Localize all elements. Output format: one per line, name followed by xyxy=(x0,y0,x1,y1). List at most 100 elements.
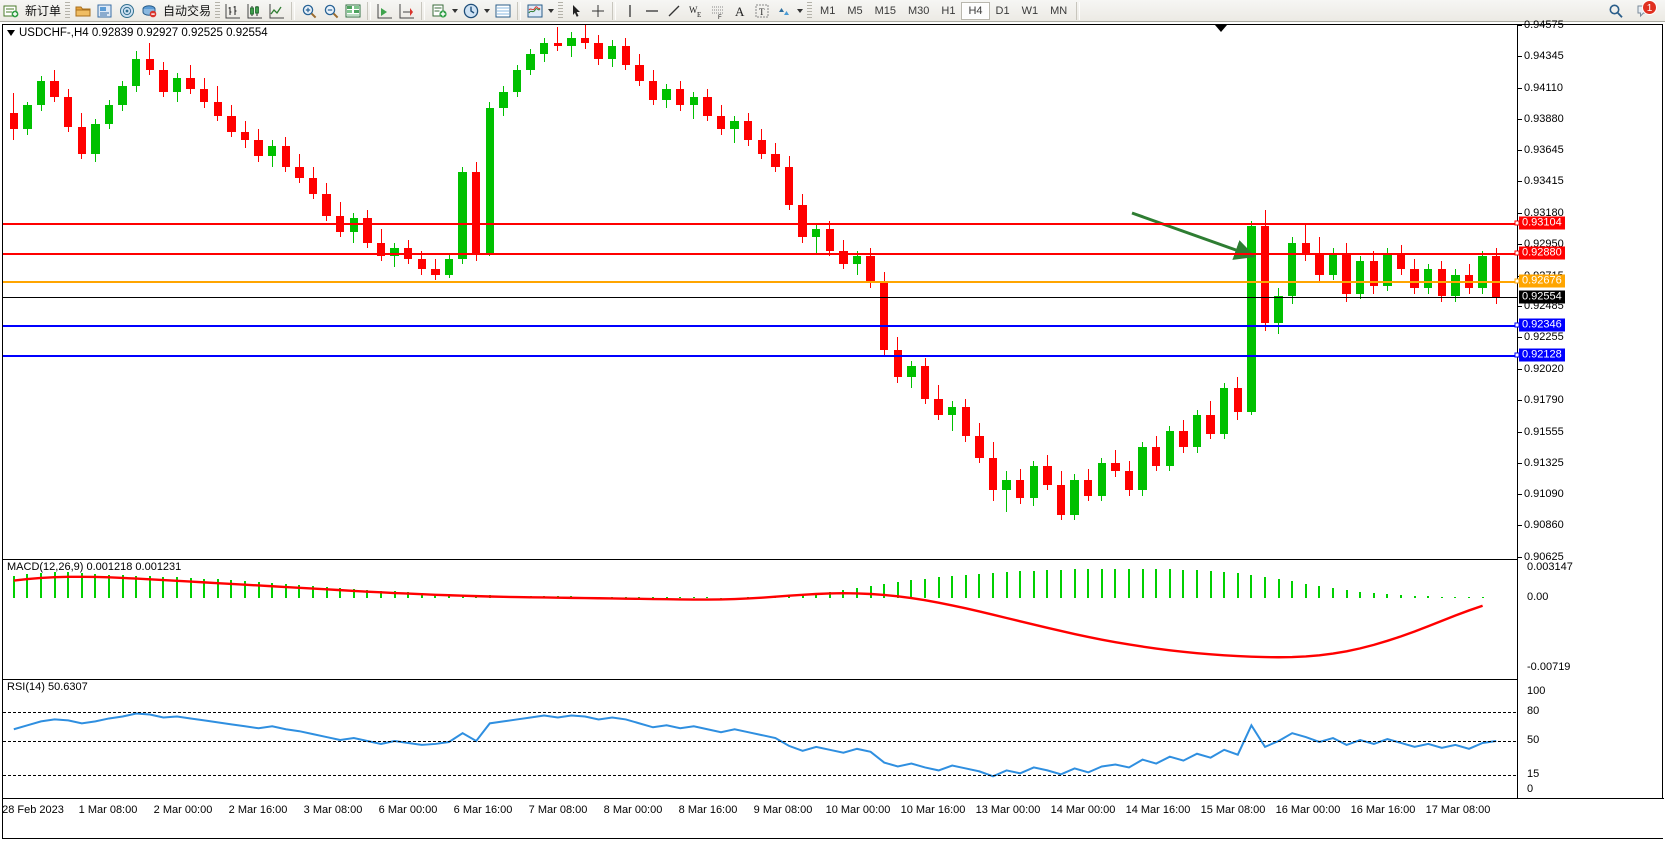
price-tick: 0.93645 xyxy=(1518,144,1564,157)
macd-histogram-bar xyxy=(407,592,410,599)
trendline-button[interactable] xyxy=(663,1,685,21)
chart-symbol-header[interactable]: USDCHF-,H4 0.92839 0.92927 0.92525 0.925… xyxy=(7,27,268,39)
timeframe-mn[interactable]: MN xyxy=(1050,4,1068,17)
macd-axis-tick: 0.003147 xyxy=(1527,561,1573,573)
bar-chart-button[interactable] xyxy=(222,1,244,21)
period-button[interactable] xyxy=(460,1,492,21)
zoom-in-button[interactable] xyxy=(298,1,320,21)
macd-histogram-bar xyxy=(951,576,954,599)
svg-text:E: E xyxy=(697,11,701,19)
macd-axis-tick: -0.00719 xyxy=(1527,661,1571,673)
price-tick: 0.91090 xyxy=(1518,488,1564,501)
time-tick: 3 Mar 08:00 xyxy=(303,804,363,816)
svg-text:A: A xyxy=(735,4,745,19)
add-indicator-button[interactable] xyxy=(428,1,460,21)
resistance-line[interactable] xyxy=(3,253,1521,256)
news-button[interactable] xyxy=(94,1,116,21)
support-line[interactable] xyxy=(3,354,1521,357)
zoom-out-button[interactable] xyxy=(320,1,342,21)
timeframe-h1[interactable]: H1 xyxy=(941,4,956,17)
timeframe-m5[interactable]: M5 xyxy=(847,4,863,17)
fibonacci-button[interactable]: F xyxy=(707,1,729,21)
macd-histogram-bar xyxy=(1332,588,1334,599)
resistance-badge[interactable]: 0.93104 xyxy=(1519,216,1565,230)
text-button[interactable]: A xyxy=(729,1,751,21)
search-button[interactable] xyxy=(1605,1,1627,21)
chart-area[interactable]: USDCHF-,H4 0.92839 0.92927 0.92525 0.925… xyxy=(0,19,1665,841)
cursor-button[interactable] xyxy=(565,1,587,21)
rsi-axis-tick: 50 xyxy=(1527,734,1540,746)
toolbar-group-chart-type xyxy=(222,0,288,22)
timeframe-m30[interactable]: M30 xyxy=(908,4,930,17)
toolbar-drag-handle[interactable] xyxy=(65,1,71,20)
toolbar-drag-handle-3[interactable] xyxy=(558,1,564,20)
candlestick-chart-button[interactable] xyxy=(244,1,266,21)
level-handle[interactable] xyxy=(1514,278,1520,284)
text-label-button[interactable]: T xyxy=(751,1,773,21)
timeframe-d1[interactable]: D1 xyxy=(995,4,1010,17)
macd-histogram-bar xyxy=(284,583,287,599)
crosshair-button[interactable] xyxy=(587,1,609,21)
level-handle[interactable] xyxy=(1514,322,1520,328)
timeframe-m1[interactable]: M1 xyxy=(820,4,836,17)
scroll-end-button[interactable] xyxy=(374,1,396,21)
price-axis[interactable]: 0.94575 0.94345 0.94110 0.93880 0.93645 0.934… xyxy=(1517,19,1662,799)
shapes-button[interactable] xyxy=(773,1,805,21)
trendline-icon xyxy=(668,5,680,16)
pivot-badge[interactable]: 0.92676 xyxy=(1519,274,1565,288)
new-order-button[interactable]: 新订单 xyxy=(0,1,63,21)
level-handle[interactable] xyxy=(1514,220,1520,226)
macd-histogram-bar xyxy=(1155,569,1158,599)
vertical-line-button[interactable] xyxy=(619,1,641,21)
time-tick: 7 Mar 08:00 xyxy=(528,804,588,816)
chevron-down-icon[interactable] xyxy=(452,8,459,13)
resistance-badge[interactable]: 0.92880 xyxy=(1519,246,1565,260)
elliott-wave-button[interactable]: W E xyxy=(685,1,707,21)
price-pane[interactable] xyxy=(3,25,1521,557)
support-line[interactable] xyxy=(3,325,1521,328)
horizontal-line-button[interactable] xyxy=(641,1,663,21)
resistance-line[interactable] xyxy=(3,223,1521,226)
cursor-icon xyxy=(573,4,581,17)
level-handle[interactable] xyxy=(1514,352,1520,358)
signals-button[interactable] xyxy=(116,1,138,21)
price-tick: 0.93180 xyxy=(1518,206,1564,219)
timeframe-w1[interactable]: W1 xyxy=(1021,4,1039,17)
fibonacci-icon: F xyxy=(712,6,724,20)
templates-button[interactable] xyxy=(492,1,514,21)
chevron-down-icon-3[interactable] xyxy=(548,8,555,13)
time-axis[interactable]: 28 Feb 2023 1 Mar 08:00 2 Mar 00:00 2 Mar 1… xyxy=(2,798,1664,838)
macd-histogram-bar xyxy=(706,597,709,599)
chart-menu-triangle-icon[interactable] xyxy=(7,30,15,36)
grid-button[interactable] xyxy=(342,1,364,21)
level-handle[interactable] xyxy=(1514,250,1520,256)
macd-histogram-bar xyxy=(230,580,233,599)
support-badge[interactable]: 0.92128 xyxy=(1519,348,1565,362)
chart-shift-button[interactable] xyxy=(396,1,418,21)
timeframe-h4[interactable]: H4 xyxy=(961,1,990,20)
indicator-list-button[interactable] xyxy=(524,1,556,21)
folder-button[interactable] xyxy=(72,1,94,21)
toolbar-drag-handle-2[interactable] xyxy=(215,1,221,20)
chevron-down-icon-4[interactable] xyxy=(797,8,804,13)
macd-histogram-bar xyxy=(189,577,192,599)
toolbar-group-indicators xyxy=(428,0,514,22)
current-price-badge[interactable]: 0.92554 xyxy=(1519,290,1565,304)
rsi-pane[interactable]: RSI(14) 50.6307 xyxy=(3,679,1521,799)
macd-pane[interactable]: MACD(12,26,9) 0.001218 0.001231 xyxy=(3,559,1521,677)
rsi-line xyxy=(13,712,1497,778)
support-badge[interactable]: 0.92346 xyxy=(1519,318,1565,332)
trend-arrow-annotation[interactable] xyxy=(3,25,1521,557)
macd-histogram-bar xyxy=(312,585,314,599)
macd-histogram-bar xyxy=(883,583,886,599)
macd-histogram-bar xyxy=(1182,569,1185,599)
toolbar-drag-handle-4[interactable] xyxy=(807,1,813,20)
chevron-down-icon-2[interactable] xyxy=(484,8,491,13)
rsi-axis-tick: 80 xyxy=(1527,704,1540,717)
autotrading-button[interactable]: 自动交易 xyxy=(138,1,213,21)
notification-button[interactable]: 1 xyxy=(1633,0,1657,21)
line-chart-button[interactable] xyxy=(266,1,288,21)
vertical-line-marker-icon[interactable] xyxy=(1215,25,1227,32)
timeframe-m15[interactable]: M15 xyxy=(874,4,896,17)
pivot-line[interactable] xyxy=(3,280,1521,283)
